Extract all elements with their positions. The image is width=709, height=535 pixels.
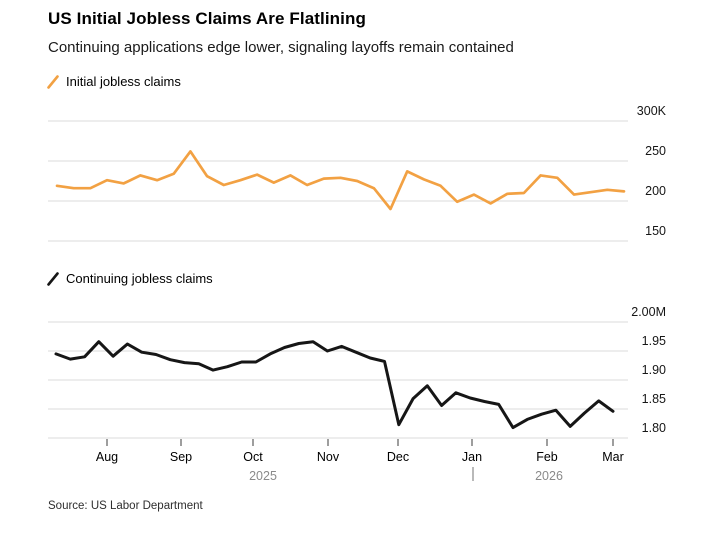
x-axis-month-label: Oct	[243, 450, 263, 464]
chart-subtitle: Continuing applications edge lower, sign…	[48, 39, 514, 56]
y-axis-tick-label: 1.95	[642, 334, 666, 348]
source-note: Source: US Labor Department	[48, 500, 203, 512]
x-axis-month-label: Nov	[317, 450, 340, 464]
y-axis-tick-label: 1.80	[642, 421, 666, 435]
x-axis-year-label: 2026	[535, 469, 563, 483]
legend-label: Continuing jobless claims	[66, 271, 213, 286]
x-axis-year-label: 2025	[249, 469, 277, 483]
y-axis-tick-label: 200	[645, 184, 666, 198]
legend-continuing-claims: Continuing jobless claims	[47, 271, 213, 286]
x-axis-month-label: Mar	[602, 450, 624, 464]
y-axis-tick-label: 1.90	[642, 363, 666, 377]
legend-label: Initial jobless claims	[66, 74, 181, 89]
y-axis-tick-label: 2.00M	[631, 305, 666, 319]
line-series	[54, 340, 615, 430]
x-axis-month-label: Jan	[462, 450, 482, 464]
x-axis-month-label: Dec	[387, 450, 409, 464]
x-axis-month-label: Aug	[96, 450, 118, 464]
slash-icon	[47, 271, 59, 286]
line-series	[55, 150, 626, 211]
legend-initial-claims: Initial jobless claims	[47, 74, 181, 89]
chart-title: US Initial Jobless Claims Are Flatlining	[48, 9, 366, 28]
slash-icon	[47, 74, 59, 89]
y-axis-tick-label: 300K	[637, 104, 667, 118]
initial-claims-chart: 300K 250 200 150	[48, 104, 667, 242]
continuing-claims-chart: 2.00M 1.95 1.90 1.85 1.80 Aug Sep Oct Nov Dec Jan F…	[48, 305, 666, 483]
x-axis-month-label: Feb	[536, 450, 558, 464]
y-axis-tick-label: 250	[645, 144, 666, 158]
y-axis-tick-label: 150	[645, 224, 666, 238]
x-axis-month-label: Sep	[170, 450, 192, 464]
y-axis-tick-label: 1.85	[642, 392, 666, 406]
